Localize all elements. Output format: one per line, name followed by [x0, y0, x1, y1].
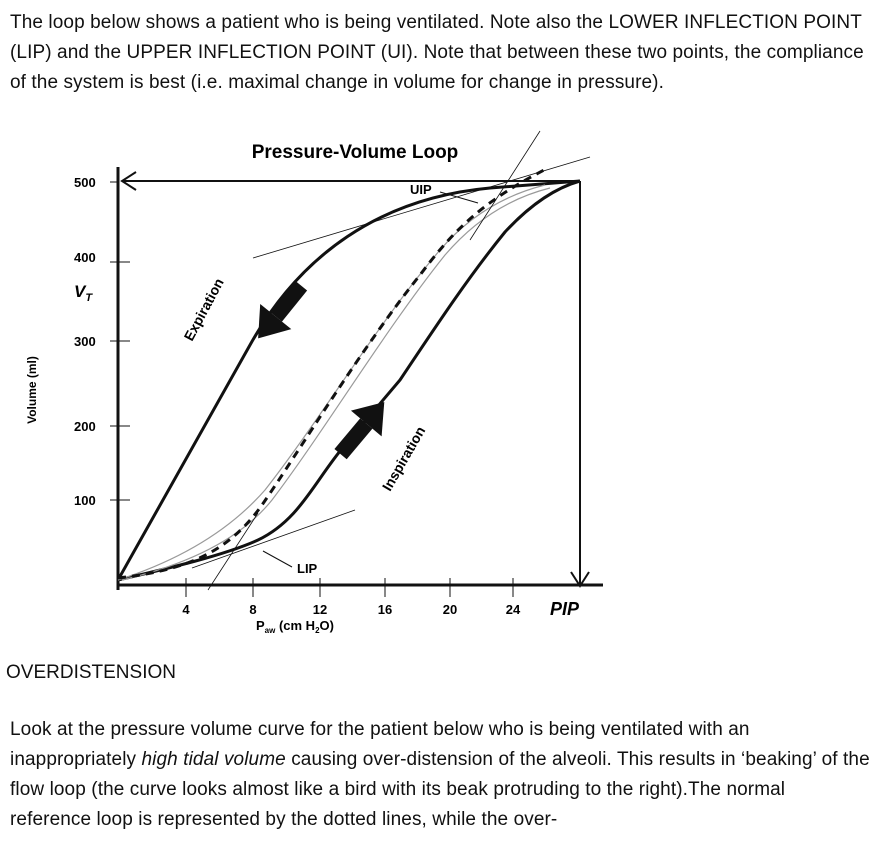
upper-tangent-line-2 [469, 130, 541, 241]
x-tick-20: 20 [443, 602, 457, 617]
reference-curve-inner [121, 187, 551, 581]
x-axis-label-rest: (cm H [275, 618, 315, 633]
expiration-label: Expiration [181, 275, 227, 343]
paragraph-part-1: Look at the pressure volume curve for th… [10, 719, 750, 770]
pip-arrowhead [570, 571, 590, 588]
x-tick-24: 24 [506, 602, 521, 617]
paragraph-part-2: causing over-distension of the alveoli. … [10, 749, 870, 830]
y-tick-marks [110, 181, 130, 501]
pip-label: PIP [550, 599, 580, 619]
vt-symbol: VT [74, 282, 93, 304]
lower-tangent-line-2 [207, 512, 259, 591]
figure-title: Pressure-Volume Loop [252, 142, 459, 163]
x-axis-label-sub2: 2 [315, 626, 320, 635]
x-axis-label-main: P [256, 618, 265, 633]
x-axis-label: Paw (cm H2O) [256, 618, 334, 635]
y-tick-300: 300 [74, 334, 96, 349]
x-tick-12: 12 [313, 602, 327, 617]
y-tick-200: 200 [74, 419, 96, 434]
vt-symbol-main: V [74, 282, 87, 301]
x-tick-16: 16 [378, 602, 392, 617]
section-heading: OVERDISTENSION [6, 662, 176, 683]
x-tick-8: 8 [249, 602, 256, 617]
tidal-volume-arrowhead [120, 171, 137, 191]
intro-paragraph: The loop below shows a patient who is be… [10, 12, 864, 93]
lower-tangent-line-1 [191, 509, 356, 569]
expiration-arrow-icon [258, 280, 308, 339]
upper-tangent-line-1 [252, 156, 591, 259]
paragraph-emphasis: high tidal volume [141, 749, 286, 770]
y-tick-100: 100 [74, 493, 96, 508]
y-axis-label: Volume (ml) [25, 356, 39, 424]
x-tick-labels: 4 8 12 16 20 24 [182, 602, 521, 617]
y-tick-labels: 500 400 300 200 100 [74, 175, 96, 508]
expiration-curve [116, 179, 581, 581]
vt-symbol-sub: T [85, 292, 93, 304]
uip-pointer [439, 191, 479, 204]
y-tick-500: 500 [74, 175, 96, 190]
dashed-compliance-curve [117, 166, 549, 580]
lip-label: LIP [297, 561, 318, 576]
lip-pointer [262, 550, 293, 568]
x-tick-marks [185, 578, 514, 597]
overdistension-paragraph: Look at the pressure volume curve for th… [10, 715, 870, 835]
reference-curve-outer [117, 184, 546, 581]
x-axis-label-end: O) [320, 618, 334, 633]
x-axis-label-sub: aw [265, 626, 276, 635]
inspiration-curve [117, 179, 581, 582]
x-tick-4: 4 [182, 602, 190, 617]
uip-label: UIP [410, 182, 432, 197]
inspiration-label: Inspiration [379, 424, 429, 494]
y-tick-400: 400 [74, 250, 96, 265]
inspiration-arrow-icon [334, 402, 385, 460]
